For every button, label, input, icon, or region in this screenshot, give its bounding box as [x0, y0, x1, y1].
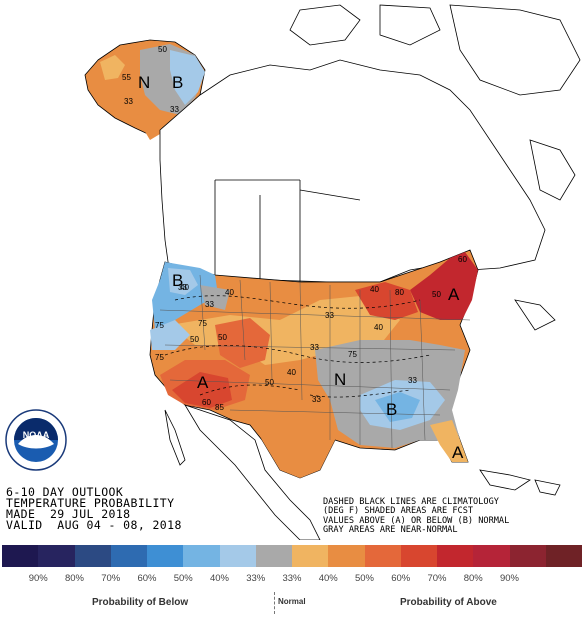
climo-label: 55 — [122, 73, 131, 82]
legend-swatch — [38, 545, 75, 567]
climo-label: 85 — [215, 403, 224, 412]
ne-above-label: A — [448, 285, 460, 304]
climo-label: 33 — [312, 395, 321, 404]
climo-label: 50 — [265, 378, 274, 387]
climo-label: 40 — [287, 368, 296, 377]
se-below-label: B — [386, 400, 397, 419]
climo-label: 80 — [395, 288, 404, 297]
legend-swatch — [509, 545, 546, 567]
legend-swatch — [473, 545, 510, 567]
legend-swatch — [400, 545, 437, 567]
legend-label: 40% — [209, 573, 229, 584]
climo-label: 60 — [458, 255, 467, 264]
probability-below-label: Probability of Below — [92, 597, 189, 608]
climo-label: 50 — [218, 333, 227, 342]
canada-region — [159, 4, 581, 331]
climo-label: 33 — [205, 300, 214, 309]
notes-line: DASHED BLACK LINES ARE CLIMATOLOGY — [323, 497, 499, 507]
legend-label: 80% — [64, 573, 84, 584]
climo-label: 40 — [370, 285, 379, 294]
legend-label: 60% — [137, 573, 157, 584]
legend-swatch — [437, 545, 474, 567]
valid-dates: VALID AUG 04 - 08, 2018 — [6, 518, 182, 532]
climo-label: 40 — [374, 323, 383, 332]
noaa-logo: NOAA — [5, 409, 67, 471]
legend-swatch — [219, 545, 256, 567]
legend-swatch — [545, 545, 582, 567]
climo-label: 75 — [155, 321, 164, 330]
outlook-title-block: 6-10 DAY OUTLOOK TEMPERATURE PROBABILITY M… — [6, 485, 182, 532]
probability-legend — [2, 545, 582, 567]
legend-swatch — [2, 545, 39, 567]
legend-swatch — [110, 545, 147, 567]
legend-label: 70% — [101, 573, 121, 584]
notes-line: GRAY AREAS ARE NEAR-NORMAL — [323, 525, 458, 536]
legend-label: 33% — [282, 573, 302, 584]
mexico-region — [164, 404, 561, 540]
notes-line: (DEG F) SHADED AREAS ARE FCST — [323, 506, 474, 517]
climo-label: 40 — [225, 288, 234, 297]
ak-below-label: B — [172, 73, 183, 92]
outlook-subtitle: TEMPERATURE PROBABILITY — [6, 496, 175, 510]
climo-label: 33 — [170, 105, 179, 114]
legend-label: 90% — [499, 573, 519, 584]
climo-label: 33 — [124, 97, 133, 106]
climo-label: 60 — [202, 398, 211, 407]
legend-swatch — [292, 545, 329, 567]
legend-swatch — [183, 545, 220, 567]
climo-label: 75 — [155, 353, 164, 362]
climo-label: 33 — [178, 283, 187, 292]
climo-label: 50 — [432, 290, 441, 299]
legend-label: 50% — [354, 573, 374, 584]
climo-label: 33 — [408, 376, 417, 385]
normal-divider-left — [274, 592, 275, 614]
legend-label: 80% — [463, 573, 483, 584]
climo-label: 40 — [180, 283, 189, 292]
legend-swatch — [74, 545, 111, 567]
climo-label: 75 — [198, 319, 207, 328]
probability-above-label: Probability of Above — [400, 597, 497, 608]
fl-above-label: A — [452, 443, 464, 462]
climo-label: 33 — [325, 311, 334, 320]
nw-below-label: B — [172, 271, 183, 290]
sw-above-label: A — [197, 373, 209, 392]
legend-label: 40% — [318, 573, 338, 584]
legend-swatch — [255, 545, 292, 567]
climo-label: 50 — [158, 45, 167, 54]
legend-label: 90% — [28, 573, 48, 584]
ak-near-normal-label: N — [138, 73, 150, 92]
svg-text:NOAA: NOAA — [23, 430, 50, 440]
legend-label: 50% — [173, 573, 193, 584]
climo-label: 33 — [310, 343, 319, 352]
legend-swatch — [328, 545, 365, 567]
conus-region — [149, 249, 479, 479]
normal-label: Normal — [278, 597, 306, 606]
mid-near-normal-label: N — [334, 370, 346, 389]
legend-swatch — [364, 545, 401, 567]
outlook-title: 6-10 DAY OUTLOOK — [6, 485, 124, 499]
climo-label: 75 — [348, 350, 357, 359]
climo-label: 50 — [190, 335, 199, 344]
notes-line: VALUES ABOVE (A) OR BELOW (B) NORMAL — [323, 515, 510, 526]
legend-label: 60% — [391, 573, 411, 584]
outlook-map: N B B A A N B A 50 55 33 33 33 33 40 40 … — [5, 4, 581, 540]
legend-label: 33% — [246, 573, 266, 584]
legend-swatch — [147, 545, 184, 567]
map-notes: DASHED BLACK LINES ARE CLIMATOLOGY (DEG F… — [323, 497, 510, 536]
made-date: MADE 29 JUL 2018 — [6, 507, 131, 521]
legend-label: 70% — [427, 573, 447, 584]
